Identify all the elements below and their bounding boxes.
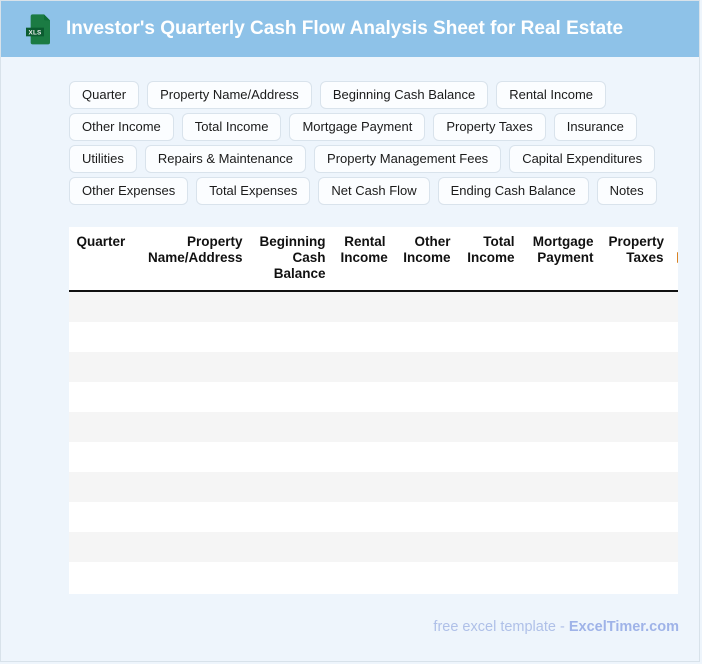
svg-text:XLS: XLS	[29, 29, 42, 36]
